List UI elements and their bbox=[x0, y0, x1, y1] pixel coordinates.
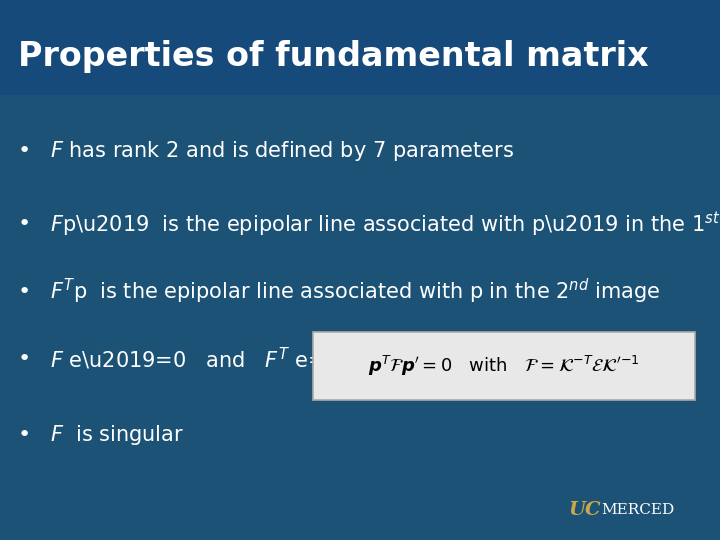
Text: •: • bbox=[18, 281, 31, 302]
Text: •: • bbox=[18, 349, 31, 369]
Text: •: • bbox=[18, 141, 31, 161]
Text: $F$ has rank 2 and is defined by 7 parameters: $F$ has rank 2 and is defined by 7 param… bbox=[50, 139, 515, 163]
Text: $F$p\u2019  is the epipolar line associated with p\u2019 in the 1$^{st}$ image: $F$p\u2019 is the epipolar line associat… bbox=[50, 210, 720, 239]
Text: Properties of fundamental matrix: Properties of fundamental matrix bbox=[18, 40, 649, 73]
FancyBboxPatch shape bbox=[313, 332, 695, 400]
Text: $F$ e\u2019=0   and   $F^T$ e=0: $F$ e\u2019=0 and $F^T$ e=0 bbox=[50, 346, 339, 372]
Text: UC: UC bbox=[569, 501, 601, 519]
Text: •: • bbox=[18, 424, 31, 445]
Text: •: • bbox=[18, 214, 31, 234]
Text: MERCED: MERCED bbox=[601, 503, 675, 517]
Text: $\boldsymbol{p}^T\mathcal{F}\boldsymbol{p}' = 0$   with   $\mathcal{F} = \mathca: $\boldsymbol{p}^T\mathcal{F}\boldsymbol{… bbox=[368, 354, 640, 378]
Text: $F^T$p  is the epipolar line associated with p in the 2$^{nd}$ image: $F^T$p is the epipolar line associated w… bbox=[50, 277, 661, 306]
FancyBboxPatch shape bbox=[0, 0, 720, 94]
Text: $F$  is singular: $F$ is singular bbox=[50, 423, 184, 447]
